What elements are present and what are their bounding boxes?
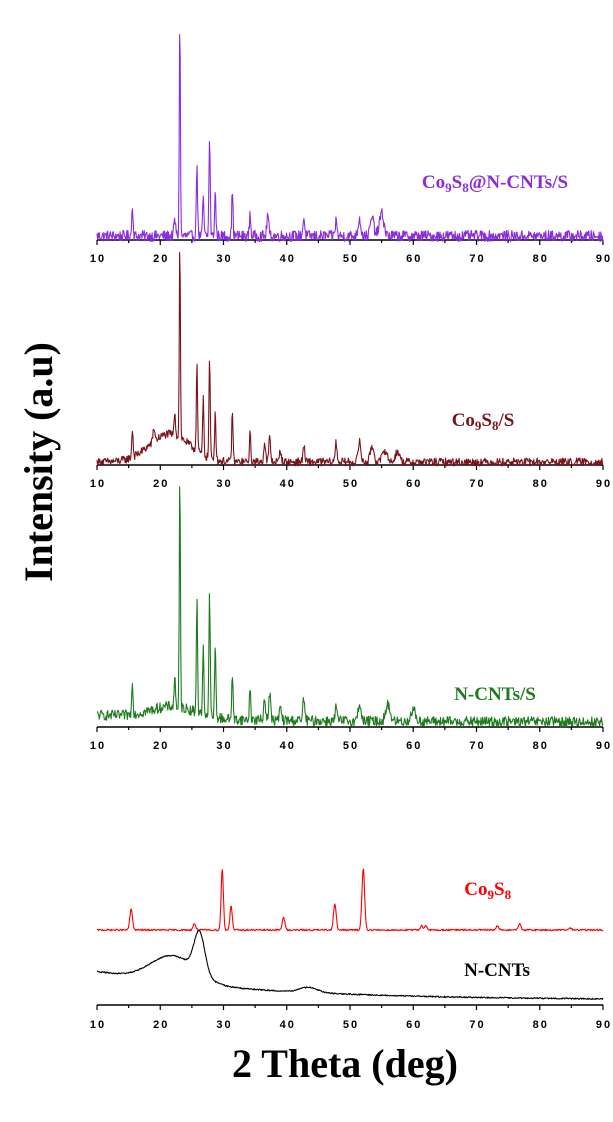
x-tick-label: 90: [596, 740, 612, 752]
series-line: [96, 251, 604, 467]
x-tick-label: 60: [406, 740, 422, 752]
series-line: [96, 868, 604, 932]
panel-n-cnts-s: 10 20 30 40 50 60 70 80 90 N-CNTs/S: [90, 486, 612, 752]
series-label: N-CNTs: [464, 960, 530, 981]
x-tick-label: 30: [216, 478, 232, 490]
x-tick-label: 80: [533, 253, 549, 265]
x-tick-label: 70: [469, 478, 485, 490]
x-tick-label: 10: [90, 253, 106, 265]
x-tick-label: 80: [533, 740, 549, 752]
y-axis-title: Intensity (a.u): [16, 342, 61, 582]
x-tick-label: 40: [280, 253, 296, 265]
x-tick-label: 30: [216, 1019, 232, 1031]
x-tick-label: 70: [469, 253, 485, 265]
series-label: Co9S8: [464, 879, 511, 902]
x-tick-label: 60: [406, 1019, 422, 1031]
x-tick-label: 20: [153, 1019, 169, 1031]
x-tick-label: 10: [90, 1019, 106, 1031]
x-tick-label: 70: [469, 740, 485, 752]
x-tick-label: 90: [596, 253, 612, 265]
panel-co9s8-s: 10 20 30 40 50 60 70 80 90 Co9S8/S: [90, 251, 612, 490]
x-tick-label: 50: [343, 1019, 359, 1031]
x-tick-label: 50: [343, 740, 359, 752]
x-tick-label: 90: [596, 478, 612, 490]
x-axis-title: 2 Theta (deg): [232, 1041, 458, 1086]
x-tick-label: 10: [90, 740, 106, 752]
panel-co9s8-n-cnts-s: 10 20 30 40 50 60 70 80 90 Co9S8@N-CNTs/S: [90, 34, 612, 265]
series-label: Co9S8/S: [452, 410, 515, 433]
x-tick-label: 40: [280, 1019, 296, 1031]
panel-co9s8-n-cnts: 10 20 30 40 50 60 70 80 90 Co9S8 N-CNTs: [90, 868, 612, 1031]
series-line: [96, 486, 604, 728]
x-tick-label: 40: [280, 740, 296, 752]
x-tick-label: 80: [533, 1019, 549, 1031]
x-tick-label: 70: [469, 1019, 485, 1031]
x-tick-label: 60: [406, 478, 422, 490]
x-tick-label: 60: [406, 253, 422, 265]
x-tick-label: 40: [280, 478, 296, 490]
x-tick-label: 10: [90, 478, 106, 490]
x-tick-label: 20: [153, 253, 169, 265]
x-tick-label: 90: [596, 1019, 612, 1031]
series-label: N-CNTs/S: [454, 684, 536, 705]
x-tick-label: 30: [216, 253, 232, 265]
x-tick-label: 30: [216, 740, 232, 752]
series-line: [96, 34, 604, 243]
series-label: Co9S8@N-CNTs/S: [422, 172, 568, 195]
x-tick-label: 80: [533, 478, 549, 490]
x-tick-label: 20: [153, 478, 169, 490]
series-line: [96, 929, 604, 1000]
x-tick-label: 50: [343, 478, 359, 490]
x-tick-label: 20: [153, 740, 169, 752]
x-tick-label: 50: [343, 253, 359, 265]
